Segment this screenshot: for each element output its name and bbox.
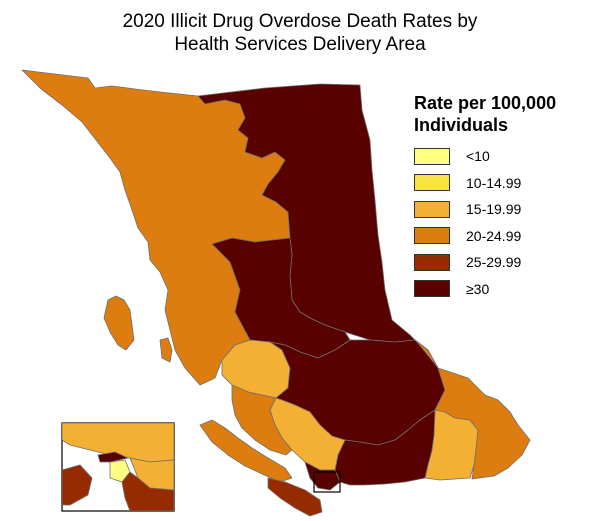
legend-label: 10-14.99 — [466, 174, 522, 191]
legend-label: 20-24.99 — [466, 227, 522, 244]
region-vancouver-island-north — [199, 419, 293, 483]
legend-label: ≥30 — [466, 280, 490, 297]
legend-title: Rate per 100,000 Individuals — [414, 92, 556, 136]
map-title: 2020 Illicit Drug Overdose Death Rates b… — [0, 10, 600, 56]
legend-swatch — [414, 174, 450, 191]
map-title-line-1: 2020 Illicit Drug Overdose Death Rates b… — [122, 11, 478, 32]
legend: Rate per 100,000 Individuals <10 10-14.9… — [414, 92, 556, 303]
legend-swatch — [414, 253, 450, 271]
region-sunshine-coast — [231, 384, 293, 456]
legend-item: 25-29.99 — [414, 250, 556, 274]
legend-swatch — [414, 227, 450, 244]
legend-label: 25-29.99 — [466, 254, 522, 270]
legend-item: 10-14.99 — [414, 171, 556, 195]
inset-map — [61, 422, 175, 512]
region-lower-mainland — [304, 461, 341, 491]
legend-swatch — [414, 200, 450, 218]
inset-region-island — [62, 464, 93, 506]
region-northern-interior — [211, 237, 351, 359]
legend-item: <10 — [414, 144, 556, 168]
inset-region-south-fraser — [121, 471, 174, 511]
legend-label: <10 — [466, 148, 490, 164]
map-title-line-2: Health Services Delivery Area — [174, 34, 426, 55]
legend-swatch — [414, 280, 450, 297]
legend-item: ≥30 — [414, 277, 556, 301]
region-haida-gwaii — [103, 295, 135, 351]
legend-title-line-1: Rate per 100,000 — [414, 93, 557, 113]
legend-label: 15-19.99 — [466, 201, 522, 217]
region-south-vancouver-island — [267, 477, 323, 517]
region-coastal-island — [159, 337, 173, 363]
legend-title-line-2: Individuals — [414, 115, 509, 135]
legend-item: 15-19.99 — [414, 197, 556, 221]
inset-locator-box — [313, 471, 341, 493]
legend-swatch — [414, 147, 450, 165]
legend-item: 20-24.99 — [414, 224, 556, 248]
inset-region-vancouver — [97, 451, 130, 463]
